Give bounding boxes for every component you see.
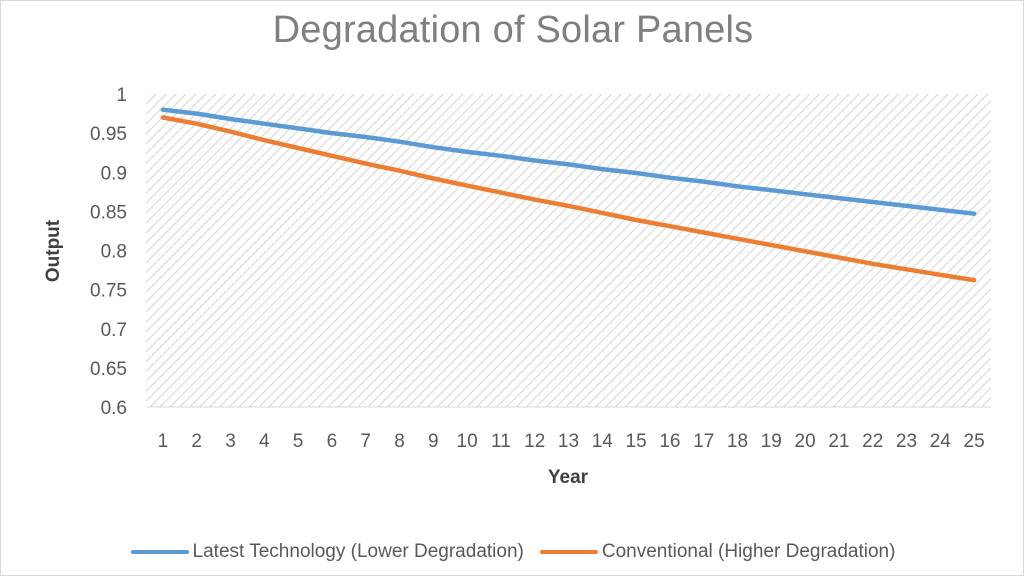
x-tick-label: 21 — [828, 431, 849, 452]
x-tick-label: 20 — [795, 431, 816, 452]
series-line-1 — [160, 107, 977, 216]
x-tick-label: 10 — [457, 431, 478, 452]
x-tick-label: 2 — [191, 431, 202, 452]
x-tick-label: 6 — [327, 431, 338, 452]
y-tick-label: 0.75 — [90, 281, 127, 302]
y-tick-label: 0.65 — [90, 359, 127, 380]
x-tick-label: 17 — [693, 431, 714, 452]
x-tick-label: 19 — [761, 431, 782, 452]
x-tick-label: 25 — [964, 431, 985, 452]
y-tick-label: 0.85 — [90, 202, 127, 223]
y-tick-labels: 0.6 0.65 0.7 0.75 0.8 0.85 0.9 0.95 1 — [90, 85, 127, 419]
legend: Latest Technology (Lower Degradation) Con… — [1, 541, 1024, 563]
legend-label: Latest Technology (Lower Degradation) — [192, 541, 524, 562]
x-tick-label: 11 — [491, 431, 511, 452]
x-tick-label: 5 — [293, 431, 304, 452]
x-tick-label: 1 — [158, 431, 169, 452]
y-tick-label: 1 — [116, 85, 127, 106]
x-tick-label: 7 — [360, 431, 371, 452]
legend-swatch — [130, 550, 189, 554]
x-tick-label: 3 — [225, 431, 236, 452]
x-tick-label: 24 — [930, 431, 952, 452]
y-axis-title: Output — [43, 219, 64, 283]
y-tick-label: 0.9 — [101, 163, 127, 184]
legend-swatch — [539, 550, 598, 554]
x-tick-label: 18 — [727, 431, 748, 452]
x-tick-label: 15 — [626, 431, 647, 452]
series-line-2 — [160, 115, 977, 283]
x-tick-label: 9 — [428, 431, 439, 452]
x-tick-label: 22 — [862, 431, 883, 452]
chart-title: Degradation of Solar Panels — [272, 9, 754, 51]
x-tick-label: 8 — [394, 431, 405, 452]
x-axis-title: Year — [547, 467, 589, 488]
x-tick-labels: 1 2 3 4 5 6 7 8 9 10 11 12 13 14 15 16 17 18 19 20 21 22 23 24 2… — [158, 431, 985, 452]
x-tick-label: 4 — [259, 431, 270, 452]
legend-label: Conventional (Higher Degradation) — [601, 541, 896, 562]
y-tick-label: 0.6 — [101, 398, 127, 419]
y-tick-label: 0.7 — [101, 320, 127, 341]
series-lines — [160, 107, 977, 283]
x-tick-label: 23 — [896, 431, 917, 452]
y-tick-label: 0.95 — [90, 124, 127, 145]
y-tick-label: 0.8 — [101, 242, 127, 263]
x-tick-label: 13 — [558, 431, 579, 452]
x-tick-label: 16 — [659, 431, 680, 452]
legend-item: Latest Technology (Lower Degradation) — [130, 541, 524, 563]
x-tick-label: 12 — [524, 431, 545, 452]
x-tick-label: 14 — [592, 431, 614, 452]
legend-item: Conventional (Higher Degradation) — [539, 541, 896, 563]
